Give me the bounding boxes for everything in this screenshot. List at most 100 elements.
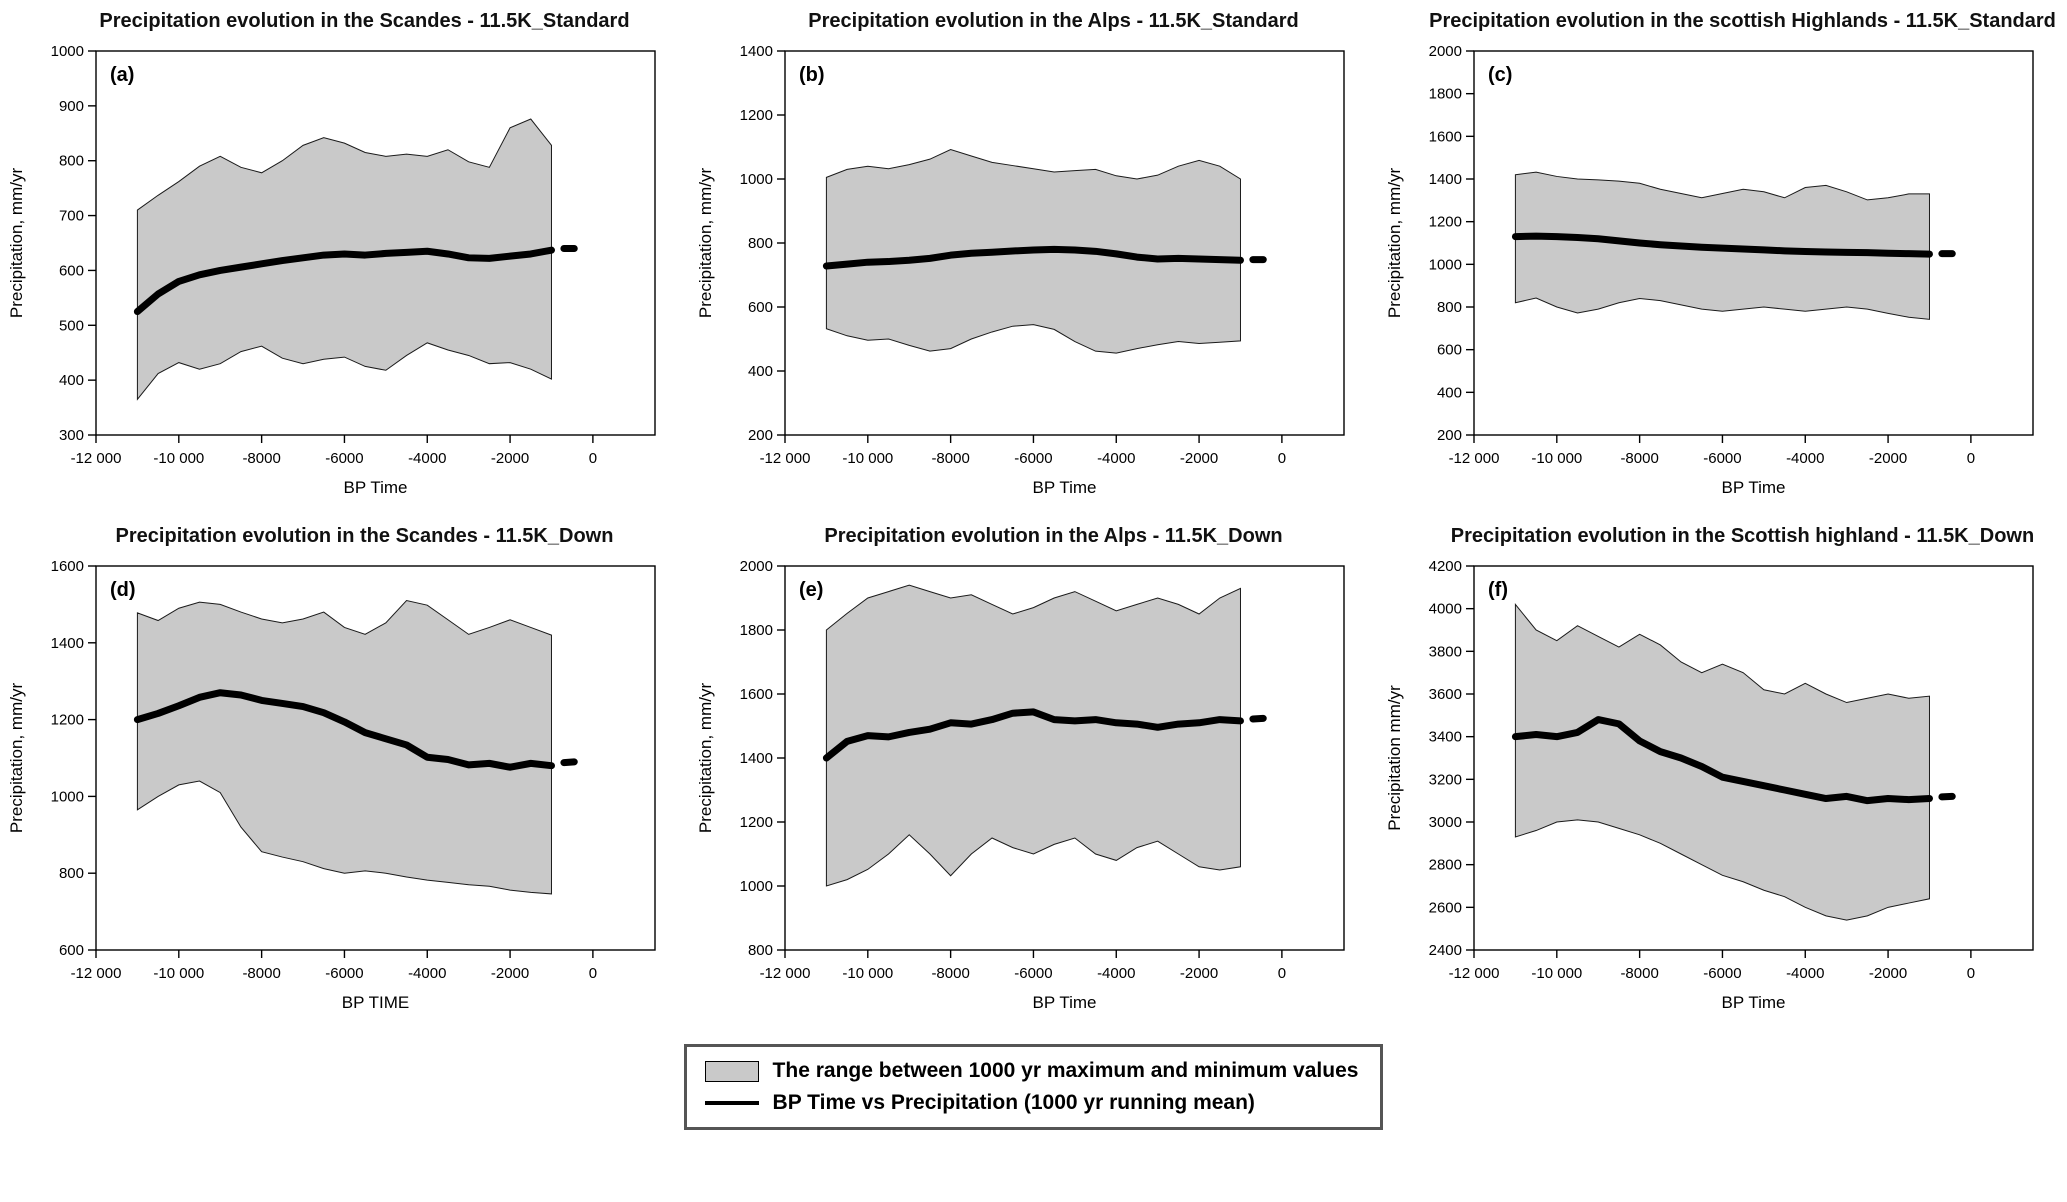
y-tick-label: 2000 <box>1429 43 1462 60</box>
y-tick-label: 1400 <box>740 43 773 60</box>
x-tick-label: -12 000 <box>1449 965 1500 982</box>
x-tick-label: -4000 <box>1786 965 1824 982</box>
y-tick-label: 600 <box>59 942 84 959</box>
x-axis-label: BP TIME <box>342 993 409 1012</box>
y-tick-label: 1400 <box>1429 171 1462 188</box>
x-tick-label: -10 000 <box>842 965 893 982</box>
x-tick-label: -4000 <box>1097 965 1135 982</box>
x-tick-label: -12 000 <box>760 450 811 467</box>
x-tick-label: -6000 <box>1014 965 1052 982</box>
y-tick-label: 3800 <box>1429 643 1462 660</box>
x-axis-label: BP Time <box>1033 993 1097 1012</box>
y-tick-label: 300 <box>59 427 84 444</box>
y-tick-label: 800 <box>59 865 84 882</box>
x-tick-label: -2000 <box>1869 965 1907 982</box>
x-tick-label: -8000 <box>931 965 969 982</box>
x-tick-label: -8000 <box>1620 965 1658 982</box>
y-tick-label: 800 <box>59 153 84 170</box>
range-band <box>136 600 552 895</box>
panel-letter: (e) <box>799 579 823 601</box>
plot-frame <box>95 565 656 951</box>
x-tick-label: -2000 <box>491 965 529 982</box>
running-mean-tail <box>560 758 578 767</box>
y-axis-label: Precipitation, mm/yr <box>696 168 715 319</box>
y-tick-label: 1200 <box>740 107 773 124</box>
y-tick-label: 200 <box>1437 427 1462 444</box>
y-tick-label: 2000 <box>740 558 773 575</box>
y-tick-label: 900 <box>59 98 84 115</box>
chart-title-a: Precipitation evolution in the Scandes -… <box>99 10 630 32</box>
y-tick-label: 800 <box>1437 299 1462 316</box>
legend-line-label: BP Time vs Precipitation (1000 yr runnin… <box>772 1091 1255 1114</box>
chart-title-c: Precipitation evolution in the scottish … <box>1429 10 2056 32</box>
running-mean-line <box>1511 232 1933 258</box>
y-tick-label: 700 <box>59 208 84 225</box>
y-tick-label: 1400 <box>740 750 773 767</box>
y-axis-label: Precipitation, mm/yr <box>7 168 26 319</box>
x-tick-label: -12 000 <box>71 450 122 467</box>
y-tick-label: 1800 <box>740 622 773 639</box>
y-tick-label: 1000 <box>740 171 773 188</box>
y-tick-label: 1400 <box>51 635 84 652</box>
chart-title-b: Precipitation evolution in the Alps - 11… <box>808 10 1299 32</box>
y-tick-label: 600 <box>748 299 773 316</box>
y-tick-label: 2800 <box>1429 857 1462 874</box>
x-tick-label: -12 000 <box>1449 450 1500 467</box>
x-axis-label: BP Time <box>1722 478 1786 497</box>
y-tick-label: 3200 <box>1429 771 1462 788</box>
chart-plot-c: 200 400 600 800 1000 1200 1400 1600 1800 2000 -12 … <box>1385 43 2034 497</box>
x-tick-label: -12 000 <box>760 965 811 982</box>
plot-frame <box>95 50 656 436</box>
y-tick-label: 1200 <box>51 712 84 729</box>
x-axis-label: BP Time <box>344 478 408 497</box>
y-tick-label: 600 <box>1437 342 1462 359</box>
x-tick-label: -2000 <box>1180 965 1218 982</box>
y-axis-label: Precipitation, mm/yr <box>1385 168 1404 319</box>
running-mean-tail <box>1249 714 1267 723</box>
x-tick-label: -6000 <box>325 965 363 982</box>
y-tick-label: 1000 <box>740 878 773 895</box>
x-tick-label: 0 <box>1967 450 1975 467</box>
x-tick-label: -8000 <box>1620 450 1658 467</box>
legend-row-line: BP Time vs Precipitation (1000 yr runnin… <box>704 1091 1359 1115</box>
x-tick-label: 0 <box>589 450 597 467</box>
x-tick-label: -8000 <box>242 965 280 982</box>
running-mean-line <box>133 246 555 316</box>
x-tick-label: -4000 <box>1786 450 1824 467</box>
chart-title-d: Precipitation evolution in the Scandes -… <box>115 525 614 547</box>
x-tick-label: -4000 <box>1097 450 1135 467</box>
y-axis-label: Precipitation, mm/yr <box>7 683 26 834</box>
y-tick-label: 1000 <box>51 43 84 60</box>
y-tick-label: 400 <box>1437 384 1462 401</box>
y-tick-label: 1800 <box>1429 86 1462 103</box>
running-mean-line <box>1511 716 1933 805</box>
plot-frame <box>1473 565 2034 951</box>
y-tick-label: 2600 <box>1429 899 1462 916</box>
chart-title-e: Precipitation evolution in the Alps - 11… <box>824 525 1283 547</box>
legend-row-band: The range between 1000 yr maximum and mi… <box>704 1059 1358 1083</box>
x-tick-label: 0 <box>1278 965 1286 982</box>
chart-plot-e: 800 1000 1200 1400 1600 1800 2000 -12 000 -10 00… <box>696 558 1345 1012</box>
range-band <box>1514 602 1930 921</box>
running-mean-line <box>822 245 1244 270</box>
x-tick-label: -2000 <box>491 450 529 467</box>
x-axis-label: BP Time <box>1722 993 1786 1012</box>
y-tick-label: 4200 <box>1429 558 1462 575</box>
chart-panel-e: Precipitation evolution in the Alps - 11… <box>689 515 1378 1030</box>
chart-title-f: Precipitation evolution in the Scottish … <box>1450 525 2035 547</box>
range-band-swatch <box>704 1060 759 1082</box>
y-tick-label: 400 <box>59 372 84 389</box>
x-tick-label: -8000 <box>931 450 969 467</box>
y-tick-label: 3000 <box>1429 814 1462 831</box>
x-tick-label: -10 000 <box>153 965 204 982</box>
range-band <box>825 584 1241 887</box>
y-tick-label: 3400 <box>1429 729 1462 746</box>
y-tick-label: 200 <box>748 427 773 444</box>
range-band <box>136 118 552 401</box>
mean-line-swatch <box>704 1101 759 1105</box>
x-tick-label: -12 000 <box>71 965 122 982</box>
chart-panel-d: Precipitation evolution in the Scandes -… <box>0 515 689 1030</box>
y-tick-label: 400 <box>748 363 773 380</box>
y-tick-label: 1000 <box>1429 256 1462 273</box>
running-mean-line <box>822 708 1244 762</box>
